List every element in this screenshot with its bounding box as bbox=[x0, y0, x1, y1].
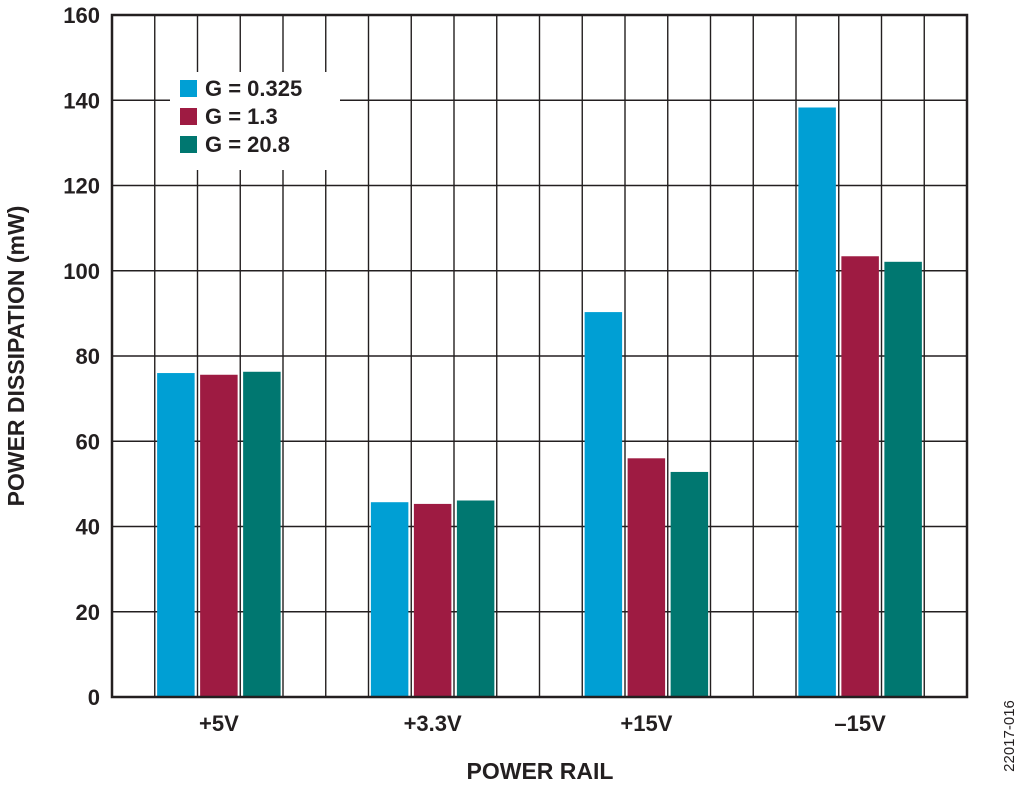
bar bbox=[200, 374, 238, 697]
y-tick-label: 0 bbox=[88, 685, 100, 710]
bar bbox=[370, 502, 409, 697]
legend-background bbox=[170, 72, 340, 170]
y-tick-label: 40 bbox=[76, 515, 100, 540]
bar bbox=[884, 261, 922, 697]
y-tick-label: 140 bbox=[63, 88, 100, 113]
plot-frame bbox=[110, 13, 969, 699]
y-tick-label: 60 bbox=[76, 429, 100, 454]
legend-label: G = 0.325 bbox=[205, 76, 302, 101]
bar bbox=[413, 503, 452, 697]
bar bbox=[670, 471, 709, 697]
bar bbox=[243, 371, 281, 697]
legend-label: G = 20.8 bbox=[205, 132, 290, 157]
legend-swatch bbox=[180, 80, 197, 97]
legend-swatch bbox=[180, 136, 197, 153]
legend-swatch bbox=[180, 108, 197, 125]
x-tick-label: +15V bbox=[620, 711, 672, 736]
bar-layer bbox=[157, 107, 922, 698]
y-axis-label: POWER DISSIPATION (mW) bbox=[3, 206, 29, 507]
y-tick-label: 100 bbox=[63, 259, 100, 284]
bar bbox=[627, 458, 666, 697]
x-tick-labels: +5V +3.3V +15V –15V bbox=[199, 711, 886, 736]
x-tick-label: –15V bbox=[834, 711, 886, 736]
legend-label: G = 1.3 bbox=[205, 104, 278, 129]
y-tick-label: 20 bbox=[76, 600, 100, 625]
y-tick-label: 120 bbox=[63, 174, 100, 199]
legend-items: G = 0.325 G = 1.3 G = 20.8 bbox=[180, 76, 302, 157]
x-tick-label: +3.3V bbox=[404, 711, 462, 736]
bar bbox=[157, 373, 195, 697]
y-tick-label: 80 bbox=[76, 344, 100, 369]
y-tick-label: 160 bbox=[63, 3, 100, 28]
bar bbox=[841, 256, 879, 697]
bar bbox=[584, 312, 623, 697]
legend: G = 0.325 G = 1.3 G = 20.8 bbox=[170, 72, 340, 170]
bar bbox=[456, 500, 495, 697]
y-tick-labels: 0 20 40 60 80 100 120 140 160 bbox=[63, 3, 100, 710]
figure-id: 22017-016 bbox=[1001, 700, 1018, 772]
bar bbox=[798, 107, 836, 698]
x-tick-label: +5V bbox=[199, 711, 239, 736]
x-axis-label: POWER RAIL bbox=[467, 758, 614, 784]
